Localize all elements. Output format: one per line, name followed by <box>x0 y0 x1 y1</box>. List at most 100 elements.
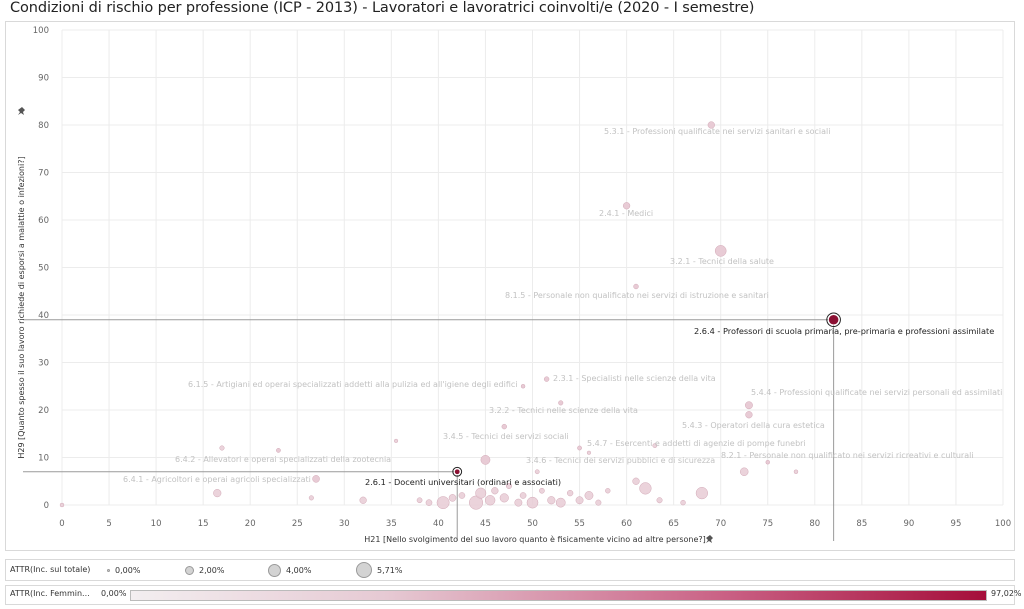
highlighted-point-label: 2.6.1 - Docenti universitari (ordinari e… <box>365 477 561 487</box>
size-swatch <box>356 562 372 578</box>
scatter-plot[interactable]: 0 5 10 15 20 25 30 35 40 45 50 55 60 65 70 75 80 85 90 95 10… <box>0 0 1024 555</box>
data-point[interactable] <box>534 469 540 475</box>
data-point[interactable] <box>652 443 658 448</box>
data-point[interactable] <box>480 455 491 465</box>
data-point[interactable] <box>491 487 499 495</box>
x-tick-label: 40 <box>433 519 444 529</box>
data-point[interactable] <box>458 492 466 499</box>
y-tick-label: 30 <box>38 359 49 369</box>
x-axis-title: H21 [Nello svolgimento del suo lavoro qu… <box>364 534 706 544</box>
size-swatch <box>185 565 194 575</box>
data-point[interactable] <box>213 489 222 498</box>
pin-icon[interactable] <box>706 535 713 543</box>
data-point[interactable] <box>436 496 450 510</box>
data-point[interactable] <box>695 487 708 500</box>
data-point[interactable] <box>632 477 640 485</box>
x-tick-label: 10 <box>151 519 162 529</box>
data-point[interactable] <box>519 492 527 499</box>
x-tick-label: 65 <box>668 519 679 529</box>
point-label: 5.3.1 - Professioni qualificate nei serv… <box>604 127 831 136</box>
data-point[interactable] <box>514 498 523 507</box>
data-point[interactable] <box>499 493 509 503</box>
color-legend-max: 97,02% <box>991 589 1022 598</box>
size-swatch <box>268 563 281 577</box>
x-tick-label: 55 <box>574 519 585 529</box>
y-tick-label: 0 <box>44 501 49 511</box>
y-tick-label: 70 <box>38 169 49 179</box>
chart-title: Condizioni di rischio per professione (I… <box>10 0 755 16</box>
color-legend-title: ATTR(Inc. Femmin... <box>10 589 90 598</box>
x-tick-labels: 0 5 10 15 20 25 30 35 40 45 50 55 60 65 70 75 80 85 90 95 10… <box>59 519 1011 529</box>
data-point[interactable] <box>765 460 770 465</box>
data-point[interactable] <box>547 496 556 505</box>
y-tick-labels: 0 10 20 30 40 50 60 70 80 90 100 <box>33 26 49 511</box>
data-point[interactable] <box>393 438 399 443</box>
x-tick-label: 70 <box>715 519 726 529</box>
size-legend-label: 5,71% <box>377 565 403 575</box>
reference-lines <box>23 319 835 541</box>
data-point[interactable] <box>555 497 566 508</box>
data-point[interactable] <box>707 121 715 129</box>
data-point[interactable] <box>526 496 539 509</box>
data-point[interactable] <box>501 423 507 430</box>
x-tick-label: 80 <box>809 519 820 529</box>
point-label: 5.4.4 - Professioni qualificate nei serv… <box>751 388 1002 397</box>
data-point[interactable] <box>639 482 652 495</box>
data-point[interactable] <box>577 445 582 451</box>
point-label: 3.4.5 - Tecnici dei servizi sociali <box>443 432 569 441</box>
data-point[interactable] <box>558 400 564 406</box>
data-point[interactable] <box>586 450 592 455</box>
data-point[interactable] <box>308 495 314 501</box>
y-tick-label: 80 <box>38 121 49 131</box>
data-point[interactable] <box>448 494 457 502</box>
data-point[interactable] <box>714 245 727 257</box>
data-point[interactable] <box>584 491 594 500</box>
highlighted-point[interactable] <box>454 468 461 475</box>
data-point[interactable] <box>276 448 281 453</box>
data-points <box>59 121 841 510</box>
highlight-ring <box>452 466 463 477</box>
data-point[interactable] <box>739 467 749 476</box>
data-point[interactable] <box>793 469 799 474</box>
data-point[interactable] <box>745 411 753 419</box>
data-point[interactable] <box>633 283 639 290</box>
data-point[interactable] <box>475 487 487 499</box>
x-tick-label: 75 <box>762 519 773 529</box>
x-tick-label: 50 <box>527 519 538 529</box>
size-legend-item: 5,71% <box>356 560 402 580</box>
x-tick-label: 95 <box>951 519 962 529</box>
point-label: 5.4.7 - Esercenti e addetti di agenzie d… <box>587 439 806 448</box>
data-point[interactable] <box>622 202 631 210</box>
data-point[interactable] <box>745 401 753 410</box>
data-point[interactable] <box>505 483 512 489</box>
data-point[interactable] <box>680 499 686 506</box>
point-label: 2.4.1 - Medici <box>599 209 653 218</box>
data-point[interactable] <box>359 496 367 504</box>
data-point[interactable] <box>539 487 545 494</box>
y-tick-label: 10 <box>38 454 49 464</box>
x-tick-label: 15 <box>198 519 209 529</box>
highlighted-point[interactable] <box>828 314 840 326</box>
data-point[interactable] <box>543 376 550 382</box>
data-point[interactable] <box>425 499 433 506</box>
data-point[interactable] <box>59 502 65 508</box>
x-tick-label: 90 <box>903 519 914 529</box>
x-tick-label: 85 <box>856 519 867 529</box>
data-point[interactable] <box>484 495 496 506</box>
x-tick-label: 0 <box>59 519 64 529</box>
chart-frame <box>5 21 1015 551</box>
y-tick-label: 50 <box>38 264 49 274</box>
data-point[interactable] <box>312 475 320 483</box>
data-point[interactable] <box>566 489 574 497</box>
pin-icon[interactable] <box>18 107 25 115</box>
size-swatch <box>107 568 110 572</box>
data-point[interactable] <box>605 488 611 494</box>
data-point[interactable] <box>575 496 584 505</box>
data-point[interactable] <box>520 384 526 389</box>
point-label: 2.3.1 - Specialisti nelle scienze della … <box>553 374 716 383</box>
y-tick-label: 20 <box>38 406 49 416</box>
data-point[interactable] <box>219 445 225 451</box>
data-point[interactable] <box>595 499 602 506</box>
data-point[interactable] <box>416 497 423 504</box>
data-point[interactable] <box>656 497 663 504</box>
